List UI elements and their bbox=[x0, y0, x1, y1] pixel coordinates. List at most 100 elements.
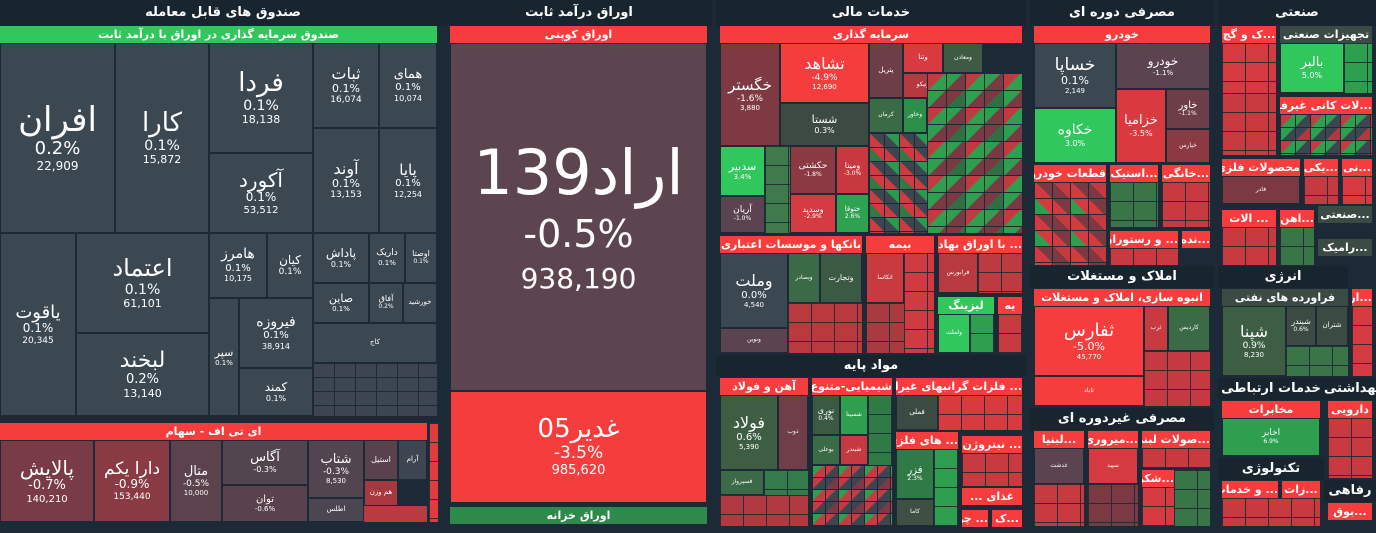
tile-fasaran[interactable]: فسپرواز bbox=[720, 470, 764, 495]
tile-khegostar[interactable]: خگستر -1.6% 3,880 bbox=[720, 43, 780, 146]
small-tiles-chemical-2[interactable] bbox=[812, 465, 892, 526]
tile-ousta[interactable]: اوصتا 0.1% bbox=[405, 233, 437, 283]
subsector-yki[interactable]: ...یکی bbox=[1304, 159, 1338, 176]
small-tiles-sugar[interactable] bbox=[1142, 487, 1174, 526]
subsector-ende[interactable]: ...نده bbox=[1182, 231, 1210, 248]
subsector-ntrozh[interactable]: ... نیتروژن bbox=[962, 436, 1022, 453]
small-tiles-valuable[interactable] bbox=[978, 253, 1022, 293]
small-tiles-iron-2[interactable] bbox=[764, 470, 808, 495]
subsector-products[interactable]: ...صولات لبنی bbox=[1142, 431, 1210, 448]
tile-sepehr[interactable]: سپر 0.1% bbox=[209, 298, 239, 416]
tile-boali[interactable]: بوعلی bbox=[812, 435, 840, 465]
tile-akord[interactable]: آکورد 0.1% 53,512 bbox=[209, 153, 313, 233]
subsector-ye[interactable]: یه bbox=[998, 297, 1022, 314]
small-tiles-ye[interactable] bbox=[998, 314, 1022, 353]
tile-sedbir[interactable]: سدبیر 3.4% bbox=[720, 146, 765, 196]
subsector-sanati[interactable]: ...صنعتی bbox=[1318, 206, 1372, 223]
tile-khazamia[interactable]: خزامیا -3.5% bbox=[1116, 89, 1166, 163]
tile-kamand[interactable]: کمند 0.1% bbox=[239, 368, 313, 416]
small-tiles-oil[interactable] bbox=[1286, 346, 1348, 376]
tile-darik[interactable]: داریک 0.1% bbox=[369, 233, 405, 283]
tile-shtran[interactable]: شتران bbox=[1316, 306, 1348, 346]
tile-hamvazn[interactable]: هم وزن bbox=[364, 480, 398, 506]
small-tiles-alat[interactable] bbox=[1222, 227, 1276, 265]
small-tiles-pharma[interactable] bbox=[1328, 418, 1372, 478]
small-tiles-investment[interactable] bbox=[765, 146, 790, 233]
subsector-ahan[interactable]: ...اهن bbox=[1280, 210, 1314, 227]
small-tiles-iron[interactable] bbox=[720, 495, 808, 526]
sector-header-welfare[interactable]: رفاهی bbox=[1324, 480, 1376, 502]
tile-ekala[interactable]: اتکاسا bbox=[866, 253, 904, 303]
small-tiles-ahan[interactable] bbox=[1280, 227, 1314, 265]
small-tiles-parts[interactable] bbox=[1034, 182, 1106, 265]
subsector-treasury[interactable]: اوراق خزانه bbox=[450, 507, 707, 524]
sector-header-industrial[interactable]: صنعتی bbox=[1218, 0, 1376, 26]
subsector-comm[interactable]: مخابرات bbox=[1222, 401, 1320, 418]
tile-shandar[interactable]: شبندر 0.6% bbox=[1286, 306, 1316, 346]
tile-ghadir05[interactable]: غدیر05 -3.5% 985,620 bbox=[450, 391, 707, 503]
subsector-parts[interactable]: قطعات خودرو bbox=[1034, 165, 1106, 182]
tile-faravar[interactable]: فرابورس bbox=[938, 253, 978, 293]
subsector-tourism[interactable]: ... و رستوران bbox=[1110, 231, 1178, 248]
tile-vnovin[interactable]: ونوین bbox=[720, 328, 788, 353]
tile-darayekom[interactable]: دارا یکم -0.9% 153,440 bbox=[94, 440, 170, 522]
tile-baler[interactable]: بالبر 5.0% bbox=[1280, 43, 1344, 93]
tile-sayan[interactable]: صاین 0.1% bbox=[313, 283, 369, 323]
subsector-nonmetal[interactable]: ... های فلزی bbox=[896, 432, 958, 449]
tile-vamelat[interactable]: وملت 0.0% 4,540 bbox=[720, 253, 788, 328]
tile-vamina[interactable]: ومینا -3.0% bbox=[836, 146, 869, 194]
tile-foolad[interactable]: فولاد 0.6% 5,390 bbox=[720, 395, 778, 470]
tile-hakashti[interactable]: حکشتی -1.8% bbox=[790, 146, 836, 194]
subsector-home[interactable]: ...خانگی bbox=[1162, 165, 1210, 182]
tile-afran[interactable]: افران 0.2% 22,909 bbox=[0, 43, 115, 233]
subsector-pharma[interactable]: دارویی bbox=[1328, 401, 1372, 418]
subsector-equity-etf[interactable]: ای تی اف - سهام bbox=[0, 423, 427, 440]
tile-shetab[interactable]: شتاب -0.3% 8,530 bbox=[308, 440, 364, 498]
small-tiles-ntrozh[interactable] bbox=[962, 453, 1022, 486]
tile-hamarz[interactable]: هامرز 0.1% 10,175 bbox=[209, 233, 267, 298]
subsector-dairy[interactable]: ...لبنیا bbox=[1034, 431, 1084, 448]
subsector-insurance[interactable]: بیمه bbox=[866, 236, 934, 253]
tile-etemad[interactable]: اعتماد 0.1% 61,101 bbox=[76, 233, 209, 333]
subsector-chemical[interactable]: شیمیایی-متنوع bbox=[812, 378, 892, 395]
sector-header-fixed-income[interactable]: اوراق درآمد ثابت bbox=[446, 0, 712, 26]
tile-vamaaden[interactable]: ومعادن bbox=[943, 43, 983, 73]
subsector-nei[interactable]: ...نی bbox=[1342, 159, 1372, 176]
small-tiles-leasing[interactable] bbox=[970, 314, 994, 353]
tile-yaghoot[interactable]: یاقوت 0.1% 20,345 bbox=[0, 233, 76, 416]
tile-vakhavar[interactable]: وخاور bbox=[903, 98, 927, 133]
sector-header-etf[interactable]: صندوق های قابل معامله bbox=[0, 0, 446, 26]
sector-header-telecom[interactable]: خدمات ارتباطی bbox=[1218, 378, 1324, 400]
tile-khpars[interactable]: خپارس bbox=[1166, 129, 1210, 163]
subsector-coupon-bonds[interactable]: اوراق کوپنی bbox=[450, 26, 707, 43]
small-tiles-cement[interactable] bbox=[1222, 43, 1276, 93]
subsector-ramik[interactable]: ...رامیک bbox=[1318, 239, 1372, 256]
tile-tavan[interactable]: توان -0.6% bbox=[222, 485, 308, 522]
tile-fardar[interactable]: فادر bbox=[1222, 176, 1300, 204]
subsector-sugar[interactable]: ...شکر bbox=[1142, 470, 1174, 487]
small-tiles-nei[interactable] bbox=[1342, 176, 1372, 204]
small-tiles-nonferrous[interactable] bbox=[938, 395, 1022, 430]
subsector-alat[interactable]: ... الات bbox=[1222, 210, 1276, 227]
small-tiles-investment-3[interactable] bbox=[869, 133, 927, 233]
tile-farda[interactable]: فردا 0.1% 18,138 bbox=[209, 43, 313, 153]
tile-kama[interactable]: کاما bbox=[896, 499, 934, 526]
subsector-ari[interactable]: ...اری bbox=[1352, 289, 1372, 306]
tile-arian[interactable]: آریان -1.0% bbox=[720, 196, 765, 233]
subsector-construction[interactable]: انبوه سازی، املاک و مستغلات bbox=[1034, 289, 1210, 306]
sector-header-nondurable[interactable]: مصرفی غیردوره ای bbox=[1030, 408, 1214, 430]
tile-kara[interactable]: کارا 0.1% 15,872 bbox=[115, 43, 209, 233]
subsector-investment[interactable]: سرمایه گذاری bbox=[720, 26, 1022, 43]
small-tiles-etf-edge[interactable] bbox=[429, 423, 438, 522]
subsector-metal-products[interactable]: محصولات فلزی bbox=[1222, 159, 1300, 176]
small-tiles-cable[interactable] bbox=[1280, 114, 1372, 155]
subsector-beagh[interactable]: ...بوق bbox=[1328, 503, 1372, 520]
tile-hamai[interactable]: همای 0.1% 10,074 bbox=[379, 43, 437, 128]
tile-paya[interactable]: پایا 0.1% 12,254 bbox=[379, 128, 437, 233]
tile-paripol[interactable]: پتریل bbox=[869, 43, 903, 98]
tile-akhabar[interactable]: اخابر 6.9% bbox=[1222, 418, 1320, 456]
tile-shpina[interactable]: شپنا 0.9% 8,230 bbox=[1222, 306, 1286, 376]
tile-fameli[interactable]: فملی bbox=[896, 395, 938, 430]
small-tiles-products[interactable] bbox=[1142, 448, 1210, 468]
subsector-iron-steel[interactable]: آهن و فولاد bbox=[720, 378, 808, 395]
